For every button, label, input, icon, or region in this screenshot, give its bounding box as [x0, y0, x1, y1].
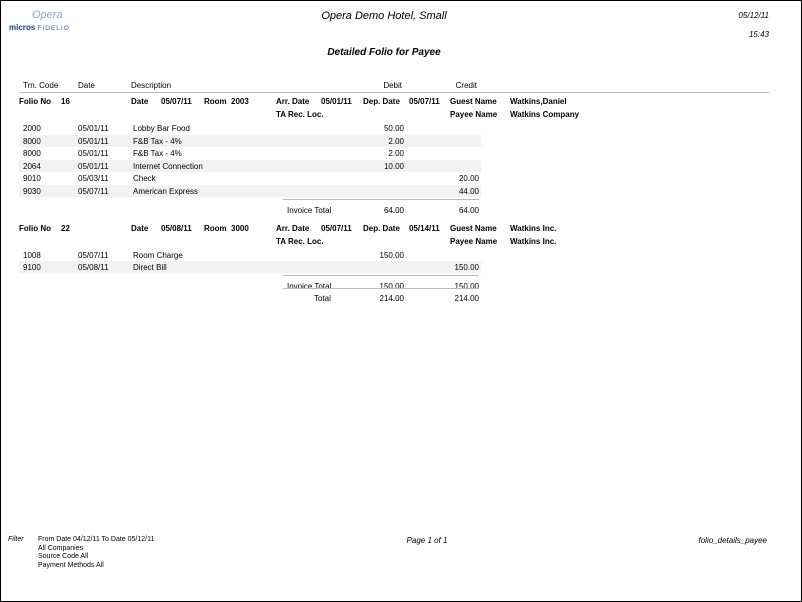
opera-logo: Opera [32, 9, 63, 21]
report-time: 15:43 [748, 30, 769, 39]
folio-dep-date-value: 05/14/11 [409, 223, 440, 233]
payee-name-value: Watkins Company [510, 110, 580, 119]
folio-folio-no-value: 16 [61, 97, 70, 106]
payee-name-label: Payee Name [450, 236, 498, 246]
col-credit: Credit [455, 81, 477, 90]
col-trn-code: Trn. Code [23, 81, 59, 90]
report-date: 05/12/11 [738, 11, 769, 20]
invoice-total-debit: 64.00 [383, 205, 404, 215]
trn-date: 05/07/11 [78, 187, 109, 196]
trn-debit: 150.00 [379, 250, 404, 260]
filter-list: From Date 04/12/11 To Date 05/12/11 All … [38, 536, 154, 570]
folio-date-value: 05/08/11 [161, 223, 192, 233]
folio-dep-date-label: Dep. Date [363, 223, 400, 233]
trn-date: 05/01/11 [78, 149, 109, 159]
folio-dep-date-value: 05/07/11 [409, 97, 440, 106]
hotel-name: Opera Demo Hotel, Small [321, 10, 447, 22]
page-title: Detailed Folio for Payee [327, 47, 441, 58]
filter-item: Source Code All [38, 553, 89, 560]
invoice-divider [283, 198, 479, 200]
filter-label: Filter [8, 536, 24, 543]
row-stripe [19, 159, 481, 172]
folio-guest-name-value: Watkins Inc. [510, 223, 557, 233]
folio-room-label: Room [204, 97, 227, 106]
trn-description: Room Charge [133, 250, 183, 260]
folio-date-label: Date [131, 223, 149, 233]
trn-debit: 10.00 [383, 161, 404, 171]
total-divider [283, 287, 479, 289]
filter-item: From Date 04/12/11 To Date 05/12/11 [38, 536, 155, 543]
trn-description: Lobby Bar Food [133, 124, 190, 133]
row-stripe [19, 185, 481, 197]
trn-description: American Express [133, 187, 198, 196]
row-stripe [19, 261, 481, 274]
invoice-total-credit: 150.00 [454, 281, 479, 291]
trn-credit: 20.00 [458, 174, 479, 184]
page-number: Page 1 of 1 [406, 536, 448, 545]
trn-date: 05/03/11 [78, 174, 109, 184]
payee-name-label: Payee Name [450, 110, 498, 119]
folio-folio-no-label: Folio No [19, 223, 51, 233]
row-stripe [19, 134, 481, 147]
trn-date: 05/01/11 [78, 124, 109, 133]
col-debit: Debit [383, 81, 402, 90]
folio-arr-date-label: Arr. Date [276, 223, 310, 233]
col-description: Description [131, 81, 172, 90]
total-label: Total [314, 293, 331, 303]
ta-rec-loc-label: TA Rec. Loc. [276, 236, 324, 246]
trn-code: 8000 [23, 136, 41, 146]
trn-date: 05/08/11 [78, 263, 109, 273]
trn-debit: 2.00 [388, 149, 404, 159]
trn-description: Direct Bill [133, 263, 167, 273]
invoice-divider [283, 274, 479, 276]
folio-folio-no-label: Folio No [19, 97, 51, 106]
trn-code: 9010 [23, 174, 41, 184]
col-date: Date [78, 81, 95, 90]
trn-code: 2000 [23, 124, 41, 133]
total-debit: 214.00 [379, 293, 404, 303]
folio-arr-date-value: 05/01/11 [321, 97, 352, 106]
folio-date-label: Date [131, 97, 149, 106]
payee-name-value: Watkins Inc. [510, 236, 557, 246]
folio-arr-date-value: 05/07/11 [321, 223, 352, 233]
trn-code: 2064 [23, 161, 41, 171]
folio-room-value: 3000 [231, 223, 249, 233]
micros-fidelio-logo: micros FIDELIO [9, 23, 70, 32]
folio-folio-no-value: 22 [61, 223, 70, 233]
filter-item: Payment Methods All [38, 561, 104, 569]
invoice-total-label: Invoice Total [287, 281, 332, 291]
folio-room-value: 2003 [231, 97, 249, 106]
folio-room-label: Room [204, 223, 227, 233]
header-divider [19, 92, 769, 93]
invoice-total-label: Invoice Total [287, 205, 332, 215]
trn-code: 1008 [23, 250, 41, 260]
trn-date: 05/01/11 [78, 136, 109, 146]
trn-description: Check [133, 174, 156, 184]
folio-guest-name-label: Guest Name [450, 223, 497, 233]
trn-credit: 44.00 [458, 187, 479, 196]
trn-date: 05/01/11 [78, 161, 109, 171]
trn-debit: 2.00 [388, 136, 404, 146]
folio-date-value: 05/07/11 [161, 97, 192, 106]
invoice-total-debit: 150.00 [379, 281, 404, 291]
trn-date: 05/07/11 [78, 250, 109, 260]
invoice-total-credit: 64.00 [458, 205, 479, 215]
trn-description: Internet Connection [133, 161, 203, 171]
report-name: folio_details_payee [698, 536, 768, 545]
folio-arr-date-label: Arr. Date [276, 97, 310, 106]
trn-description: F&B Tax - 4% [133, 149, 182, 159]
trn-credit: 150.00 [454, 263, 479, 273]
folio-guest-name-value: Watkins,Daniel [510, 97, 567, 106]
trn-debit: 50.00 [383, 124, 404, 133]
folio-guest-name-label: Guest Name [450, 97, 497, 106]
folio-dep-date-label: Dep. Date [363, 97, 400, 106]
trn-code: 8000 [23, 149, 41, 159]
trn-code: 9100 [23, 263, 41, 273]
ta-rec-loc-label: TA Rec. Loc. [276, 110, 324, 119]
total-credit: 214.00 [454, 293, 479, 303]
filter-item: All Companies [38, 544, 84, 552]
trn-description: F&B Tax - 4% [133, 136, 182, 146]
trn-code: 9030 [23, 187, 41, 196]
